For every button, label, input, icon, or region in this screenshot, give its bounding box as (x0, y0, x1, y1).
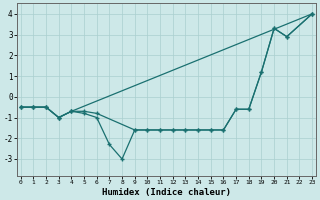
X-axis label: Humidex (Indice chaleur): Humidex (Indice chaleur) (102, 188, 231, 197)
